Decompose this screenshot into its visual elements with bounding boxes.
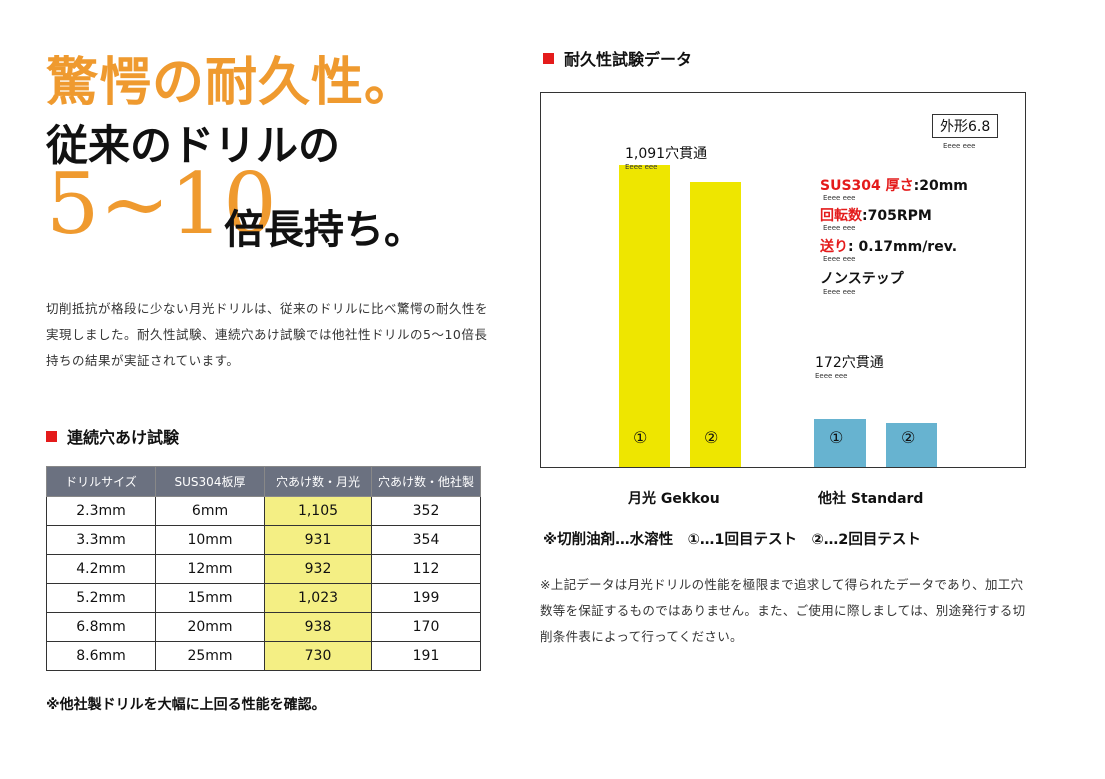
annotation-standard: 172穴貫通	[815, 355, 884, 371]
cell-plate-thickness: 12mm	[155, 554, 265, 584]
cell-other-holes: 199	[371, 583, 481, 613]
header-drill-size: ドリルサイズ	[46, 466, 156, 497]
red-square-icon	[46, 430, 57, 442]
table-row: 3.3mm 10mm 931 354	[46, 525, 481, 555]
cell-gekkou-holes: 1,023	[264, 583, 372, 613]
cell-other-holes: 354	[371, 525, 481, 555]
cell-other-holes: 352	[371, 496, 481, 526]
category-label-gekkou: 月光 Gekkou	[628, 491, 720, 507]
table-section-title-text: 連続穴あけ試験	[67, 428, 180, 447]
table-row: 2.3mm 6mm 1,105 352	[46, 496, 481, 526]
cell-drill-size: 8.6mm	[46, 641, 156, 671]
chart-note: ※切削油剤…水溶性 ①…1回目テスト ②…2回目テスト	[543, 532, 921, 548]
cell-plate-thickness: 10mm	[155, 525, 265, 555]
condition-speed-value: :705RPM	[862, 208, 932, 224]
condition-material: SUS304 厚さ:20mm	[820, 175, 968, 195]
condition-feed: 送り: 0.17mm/rev.	[820, 236, 957, 256]
bar-standard-test2	[886, 423, 937, 467]
table-section-title: 連続穴あけ試験	[46, 424, 179, 448]
bar-tag-gekkou-1: ①	[633, 428, 648, 447]
bar-gekkou-test2	[690, 182, 741, 467]
cell-other-holes: 170	[371, 612, 481, 642]
header-plate-thickness: SUS304板厚	[155, 466, 265, 497]
cell-drill-size: 6.8mm	[46, 612, 156, 642]
cell-plate-thickness: 25mm	[155, 641, 265, 671]
cell-other-holes: 191	[371, 641, 481, 671]
cell-gekkou-holes: 932	[264, 554, 372, 584]
condition-speed-label: 回転数	[820, 208, 862, 224]
description-text: 切削抵抗が格段に少ない月光ドリルは、従来のドリルに比べ驚愕の耐久性を実現しました…	[46, 301, 489, 368]
annotation-standard-sub: Eeee eee	[815, 372, 848, 380]
header-gekkou-holes: 穴あけ数・月光	[264, 466, 372, 497]
cell-drill-size: 5.2mm	[46, 583, 156, 613]
chart-section-title: 耐久性試験データ	[543, 46, 692, 70]
table-header-row: ドリルサイズ SUS304板厚 穴あけ数・月光 穴あけ数・他社製	[46, 466, 481, 497]
condition-mode: ノンステップ	[820, 271, 904, 287]
cell-drill-size: 3.3mm	[46, 525, 156, 555]
headline-big-number: 5~10	[46, 155, 277, 253]
cell-drill-size: 4.2mm	[46, 554, 156, 584]
drilling-test-table: ドリルサイズ SUS304板厚 穴あけ数・月光 穴あけ数・他社製 2.3mm 6…	[46, 466, 481, 671]
durability-chart: ① ② ① ② 1,091穴貫通 Eeee eee 172穴貫通 Eeee ee…	[540, 92, 1026, 468]
condition-speed-sub: Eeee eee	[823, 224, 856, 232]
chart-section-title-text: 耐久性試験データ	[564, 50, 693, 69]
cell-plate-thickness: 15mm	[155, 583, 265, 613]
condition-feed-sub: Eeee eee	[823, 255, 856, 263]
annotation-gekkou-sub: Eeee eee	[625, 163, 658, 171]
headline-line1: 驚愕の耐久性。	[46, 53, 418, 113]
table-row: 5.2mm 15mm 1,023 199	[46, 583, 481, 613]
cell-plate-thickness: 6mm	[155, 496, 265, 526]
cell-gekkou-holes: 730	[264, 641, 372, 671]
bar-gekkou-test1	[619, 165, 670, 467]
header-other-holes: 穴あけ数・他社製	[371, 466, 481, 497]
table-row: 4.2mm 12mm 932 112	[46, 554, 481, 584]
headline-line2: 従来のドリルの	[46, 121, 341, 170]
cell-gekkou-holes: 931	[264, 525, 372, 555]
condition-feed-value: : 0.17mm/rev.	[848, 239, 958, 255]
cell-drill-size: 2.3mm	[46, 496, 156, 526]
condition-material-value: :20mm	[913, 178, 968, 194]
red-square-icon	[543, 52, 554, 64]
chart-disclaimer: ※上記データは月光ドリルの性能を極限まで追求して得られたデータであり、加工穴数等…	[540, 577, 1026, 644]
category-label-standard: 他社 Standard	[818, 491, 924, 507]
cell-plate-thickness: 20mm	[155, 612, 265, 642]
bar-tag-standard-1: ①	[829, 428, 844, 447]
cell-other-holes: 112	[371, 554, 481, 584]
condition-speed: 回転数:705RPM	[820, 205, 932, 225]
annotation-gekkou: 1,091穴貫通	[625, 146, 708, 162]
bar-standard-test1	[814, 419, 866, 467]
diameter-sub: Eeee eee	[943, 142, 976, 150]
condition-material-label: SUS304 厚さ	[820, 178, 914, 194]
table-row: 8.6mm 25mm 730 191	[46, 641, 481, 671]
table-note: ※他社製ドリルを大幅に上回る性能を確認。	[46, 697, 326, 713]
diameter-box: 外形6.8	[932, 114, 999, 138]
condition-mode-sub: Eeee eee	[823, 288, 856, 296]
cell-gekkou-holes: 938	[264, 612, 372, 642]
headline-line3: 倍長持ち。	[224, 207, 424, 253]
table-row: 6.8mm 20mm 938 170	[46, 612, 481, 642]
condition-material-sub: Eeee eee	[823, 194, 856, 202]
bar-tag-gekkou-2: ②	[704, 428, 719, 447]
cell-gekkou-holes: 1,105	[264, 496, 372, 526]
condition-feed-label: 送り	[820, 239, 848, 255]
bar-tag-standard-2: ②	[901, 428, 916, 447]
